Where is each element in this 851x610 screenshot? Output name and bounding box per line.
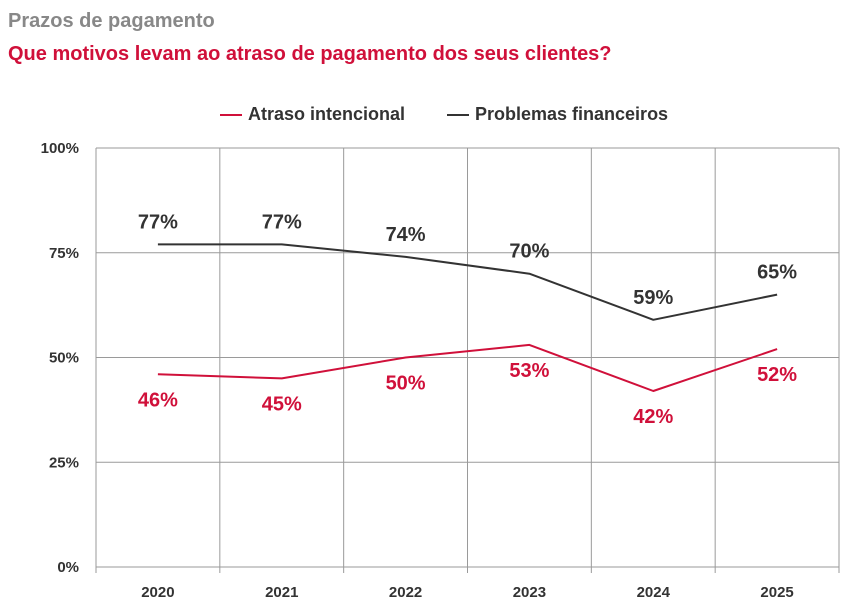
- series-line-problemas-financeiros: [157, 243, 778, 321]
- y-tick-label: 0%: [57, 559, 79, 576]
- data-label-problemas: 74%: [386, 224, 426, 246]
- y-tick-label: 50%: [49, 350, 79, 367]
- y-tick-label: 25%: [49, 454, 79, 471]
- legend-item-problemas: Problemas financeiros: [447, 104, 668, 125]
- chart-kicker: Prazos de pagamento: [8, 10, 215, 32]
- data-label-atraso: 52%: [757, 364, 797, 386]
- legend: Atraso intencional Problemas financeiros: [0, 104, 851, 130]
- x-tick-label: 2020: [141, 584, 174, 601]
- x-tick-label: 2022: [389, 584, 422, 601]
- data-label-problemas: 59%: [633, 287, 673, 309]
- y-tick-label: 100%: [41, 140, 79, 157]
- data-label-problemas: 77%: [138, 211, 178, 233]
- data-label-problemas: 77%: [262, 211, 302, 233]
- x-tick-label: 2023: [513, 584, 546, 601]
- data-label-atraso: 53%: [509, 360, 549, 382]
- series-line-atraso-intencional: [157, 343, 778, 392]
- data-label-atraso: 45%: [262, 393, 302, 415]
- data-label-atraso: 50%: [386, 373, 426, 395]
- data-label-problemas: 65%: [757, 262, 797, 284]
- legend-label-problemas: Problemas financeiros: [475, 104, 669, 124]
- x-tick-label: 2024: [637, 584, 671, 601]
- x-tick-label: 2021: [265, 584, 298, 601]
- legend-label-atraso: Atraso intencional: [248, 104, 406, 124]
- legend-item-atraso: Atraso intencional: [220, 104, 405, 125]
- legend-swatch-problemas: [447, 113, 469, 116]
- data-label-atraso: 42%: [633, 406, 673, 428]
- chart-headline: Que motivos levam ao atraso de pagamento…: [8, 43, 612, 65]
- legend-swatch-atraso: [220, 113, 242, 116]
- x-tick-label: 2025: [760, 584, 793, 601]
- data-label-atraso: 46%: [138, 389, 178, 411]
- data-label-problemas: 70%: [509, 241, 549, 263]
- y-tick-label: 75%: [49, 245, 79, 262]
